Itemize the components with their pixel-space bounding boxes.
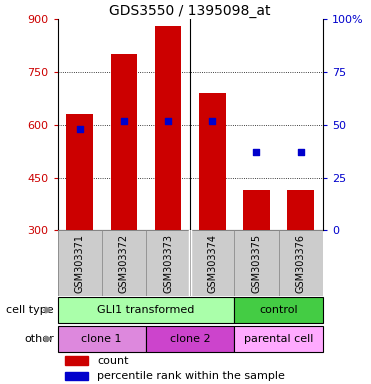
Text: percentile rank within the sample: percentile rank within the sample xyxy=(97,371,285,381)
Bar xyxy=(58,230,102,296)
Bar xyxy=(58,297,234,323)
Bar xyxy=(65,372,88,380)
Point xyxy=(165,118,171,124)
Bar xyxy=(65,356,88,365)
Text: GSM303373: GSM303373 xyxy=(163,233,173,293)
Title: GDS3550 / 1395098_at: GDS3550 / 1395098_at xyxy=(109,4,271,18)
Text: GSM303374: GSM303374 xyxy=(207,233,217,293)
Text: clone 1: clone 1 xyxy=(82,334,122,344)
Bar xyxy=(146,230,190,296)
Bar xyxy=(190,230,234,296)
Bar xyxy=(146,326,234,352)
Text: control: control xyxy=(259,305,298,315)
Point xyxy=(77,126,83,132)
Text: GSM303376: GSM303376 xyxy=(296,233,306,293)
Text: GSM303375: GSM303375 xyxy=(252,233,262,293)
Text: GSM303371: GSM303371 xyxy=(75,233,85,293)
Bar xyxy=(234,326,323,352)
Text: count: count xyxy=(97,356,129,366)
Text: GLI1 transformed: GLI1 transformed xyxy=(97,305,195,315)
Text: GSM303372: GSM303372 xyxy=(119,233,129,293)
Bar xyxy=(234,297,323,323)
Bar xyxy=(234,230,279,296)
Bar xyxy=(288,190,314,230)
Bar xyxy=(111,55,137,230)
Point xyxy=(121,118,127,124)
Bar xyxy=(58,326,146,352)
Bar xyxy=(243,190,270,230)
Text: cell type: cell type xyxy=(6,305,54,315)
Text: other: other xyxy=(24,334,54,344)
Text: parental cell: parental cell xyxy=(244,334,313,344)
Bar xyxy=(155,26,181,230)
Text: clone 2: clone 2 xyxy=(170,334,210,344)
Point xyxy=(298,149,303,155)
Bar xyxy=(279,230,323,296)
Bar xyxy=(102,230,146,296)
Point xyxy=(209,118,215,124)
Bar xyxy=(199,93,226,230)
Bar xyxy=(66,114,93,230)
Point xyxy=(253,149,259,155)
